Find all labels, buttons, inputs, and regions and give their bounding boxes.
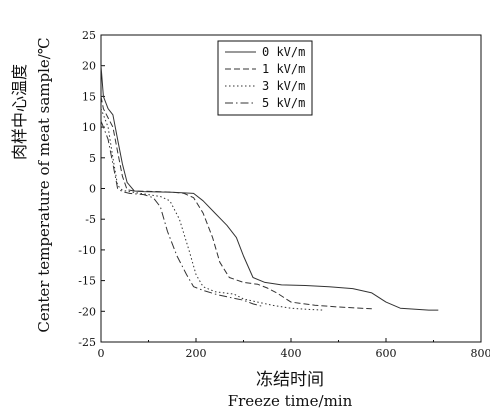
- y-tick-label: 20: [82, 60, 96, 73]
- x-tick-label: 800: [471, 347, 490, 360]
- y-tick-label: -15: [78, 275, 96, 288]
- y-tick-label: -10: [78, 244, 96, 257]
- y-axis-title-cn: 肉样中心温度: [10, 64, 29, 160]
- x-axis-title-cn: 冻结时间: [256, 370, 324, 390]
- legend-label: 5 kV/m: [262, 96, 305, 110]
- y-axis-title: Center temperature of meat sample/℃: [35, 37, 53, 332]
- y-tick-label: 10: [82, 121, 96, 134]
- x-tick-label: 0: [98, 347, 105, 360]
- legend-label: 1 kV/m: [262, 62, 305, 76]
- y-tick-label: 5: [89, 152, 96, 165]
- x-tick-label: 200: [186, 347, 207, 360]
- y-tick-label: -5: [85, 213, 96, 226]
- series-line-2: [100, 96, 372, 310]
- series-layer: [100, 65, 439, 311]
- x-tick-label: 600: [376, 347, 397, 360]
- y-tick-label: 0: [89, 183, 96, 196]
- x-axis-title: Freeze time/min: [228, 392, 353, 410]
- y-tick-label: -25: [78, 336, 96, 349]
- series-line-1: [100, 65, 439, 311]
- legend-label: 0 kV/m: [262, 45, 305, 59]
- series-line-3: [100, 108, 325, 311]
- y-tick-label: 15: [82, 90, 96, 103]
- x-tick-label: 400: [281, 347, 302, 360]
- y-tick-label: -20: [78, 305, 96, 318]
- y-tick-label: 25: [82, 29, 96, 42]
- series-line-4: [100, 120, 263, 307]
- legend-box: [217, 40, 313, 116]
- axes: 0 200 400 600 800 25 20 15 10 5 0 -5 -10 -15 -20 -25: [78, 29, 490, 360]
- legend: 0 kV/m 1 kV/m 3 kV/m 5 kV/m: [217, 40, 313, 116]
- legend-label: 3 kV/m: [262, 79, 305, 93]
